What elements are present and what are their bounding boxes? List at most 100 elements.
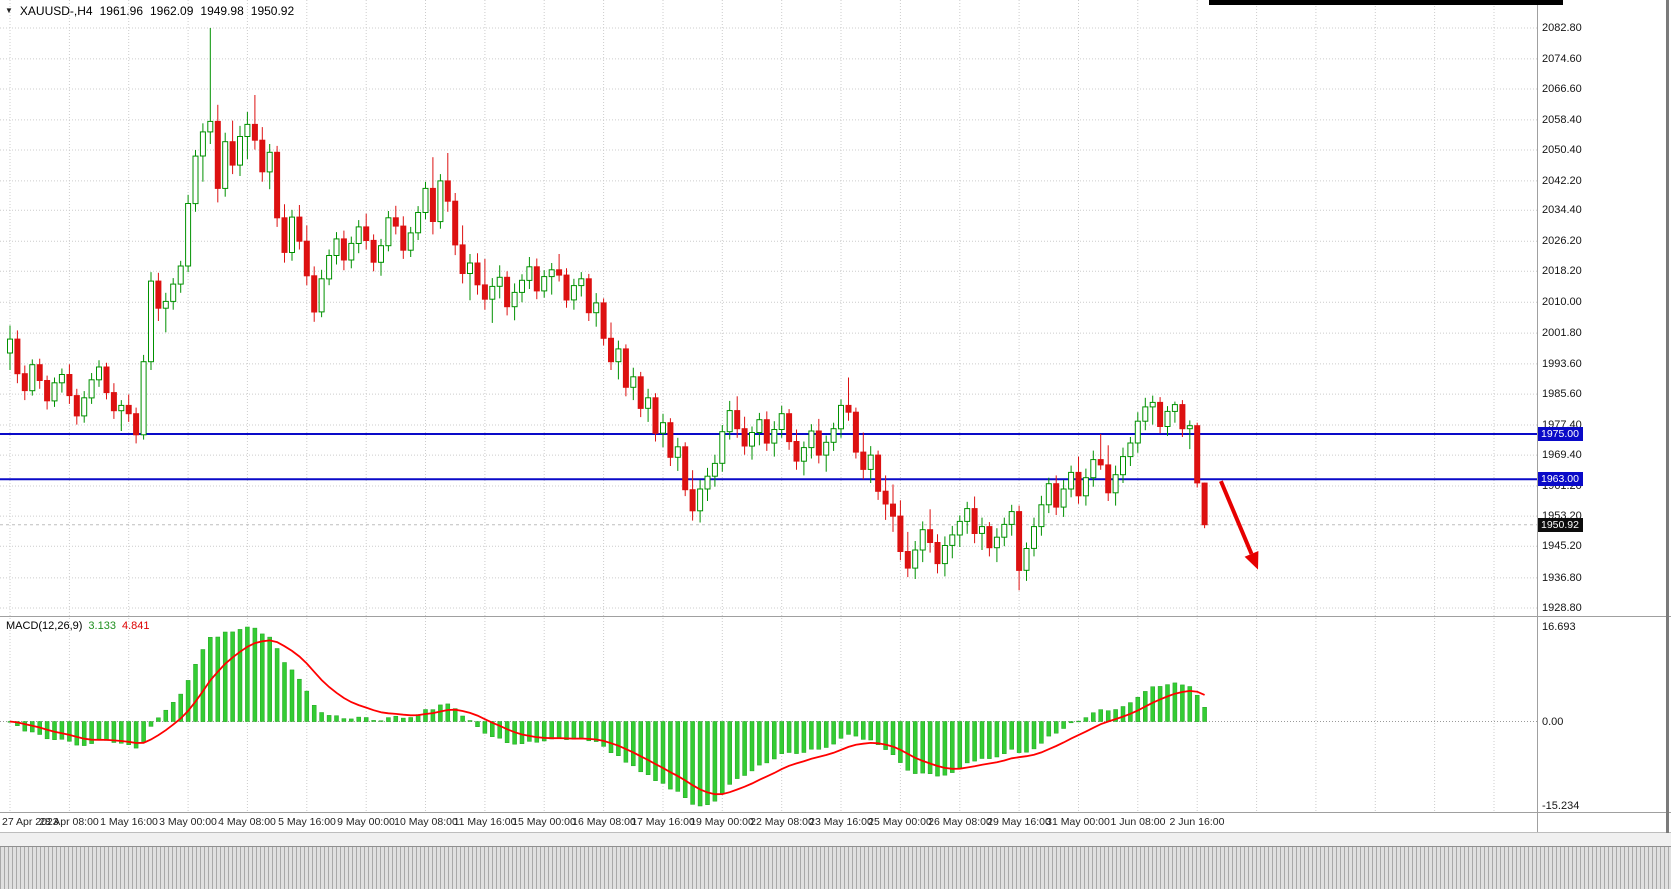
candle: [511, 283, 518, 321]
candle: [548, 263, 555, 295]
price-tick-label: 1928.80: [1542, 602, 1582, 614]
candle: [645, 388, 652, 422]
candle: [1023, 542, 1030, 581]
candle: [162, 292, 169, 333]
candle: [392, 205, 399, 235]
candle: [96, 360, 102, 387]
candle: [170, 278, 177, 310]
candle: [734, 396, 741, 438]
price-tick-label: 2058.40: [1542, 114, 1582, 126]
candle: [222, 132, 229, 197]
candle: [481, 258, 488, 310]
window-top-strip: [1209, 0, 1563, 5]
candle: [422, 181, 429, 220]
candle: [266, 144, 273, 190]
candle: [66, 364, 73, 404]
candle: [800, 441, 807, 476]
trend-arrow[interactable]: [1219, 480, 1259, 570]
time-tick-label: 4 May 08:00: [218, 816, 276, 828]
candle: [281, 204, 288, 263]
candle: [407, 226, 414, 257]
candle: [697, 479, 704, 523]
candle: [852, 407, 859, 459]
candle: [296, 205, 303, 250]
candle: [830, 422, 837, 451]
candle: [956, 515, 963, 547]
candle: [348, 236, 355, 269]
candle: [29, 359, 36, 396]
candle: [44, 375, 51, 410]
candle: [14, 330, 21, 384]
candle: [326, 249, 333, 286]
candle: [1038, 495, 1045, 536]
candle: [1186, 420, 1193, 450]
scrollbar-track: [0, 832, 1671, 846]
candle: [125, 394, 132, 422]
candle: [333, 232, 340, 265]
candle: [593, 293, 600, 327]
candle: [496, 265, 503, 299]
candle: [897, 500, 904, 561]
candle: [815, 418, 822, 464]
price-tick-label: 2082.80: [1542, 22, 1582, 34]
candle: [251, 95, 258, 150]
candle: [570, 278, 577, 310]
candle: [674, 437, 681, 471]
candle: [719, 425, 726, 472]
candle: [363, 213, 370, 250]
candle: [1060, 479, 1067, 517]
time-tick-label: 16 May 08:00: [572, 816, 636, 828]
ohlc-open: 1961.96: [99, 4, 143, 18]
macd-scale-min: -15.234: [1542, 800, 1580, 812]
candle: [1134, 412, 1141, 453]
time-tick-label: 10 May 08:00: [394, 816, 458, 828]
candle: [207, 28, 214, 144]
candle: [741, 416, 748, 455]
candle: [682, 442, 689, 497]
candle: [474, 253, 481, 295]
symbol-ohlc-overlay: ▼ XAUUSD-,H4 1961.96 1962.09 1949.98 195…: [5, 4, 294, 18]
candle: [1120, 447, 1126, 483]
candle: [185, 194, 192, 273]
candle: [771, 421, 778, 457]
time-tick-label: 25 May 00:00: [868, 816, 932, 828]
time-tick-label: 15 May 00:00: [512, 816, 576, 828]
candle: [1053, 475, 1060, 515]
candle: [763, 411, 770, 451]
candle: [585, 273, 592, 321]
macd-timeaxis-separator: [0, 812, 1671, 813]
candle: [1045, 477, 1052, 514]
candle: [749, 426, 755, 460]
candle: [1031, 517, 1037, 557]
macd-scale-zero: 0.00: [1542, 716, 1564, 728]
candle: [378, 238, 384, 276]
candle: [133, 407, 140, 444]
price-tick-label: 1945.20: [1542, 540, 1582, 552]
candle: [155, 272, 162, 321]
candle: [1001, 517, 1008, 547]
time-tick-label: 2 Jun 16:00: [1169, 816, 1225, 828]
candle: [919, 521, 926, 563]
candle: [1179, 400, 1186, 437]
candle: [904, 531, 911, 578]
candle: [756, 412, 763, 446]
horizontal-scrollbar[interactable]: [0, 846, 1671, 889]
candle: [563, 268, 570, 308]
candle: [793, 429, 800, 470]
candle: [452, 193, 459, 256]
candle: [58, 368, 65, 393]
candle: [971, 496, 978, 544]
main-macd-separator[interactable]: [0, 616, 1671, 617]
window-right-edge: [1666, 0, 1669, 833]
candle: [660, 413, 666, 448]
candle: [437, 174, 444, 229]
candle: [838, 399, 844, 438]
macd-name: MACD(12,26,9): [6, 620, 83, 632]
candle: [526, 257, 533, 289]
candle: [890, 484, 896, 532]
candle: [504, 271, 511, 316]
macd-indicator-label: MACD(12,26,9) 3.133 4.841: [6, 620, 149, 632]
candle: [533, 258, 540, 300]
one-click-trading-toggle[interactable]: ▼: [5, 6, 13, 15]
